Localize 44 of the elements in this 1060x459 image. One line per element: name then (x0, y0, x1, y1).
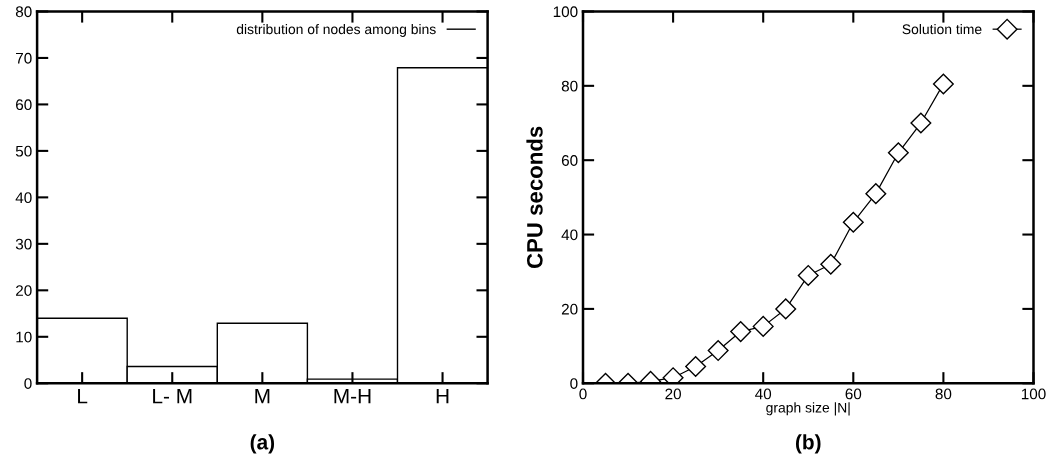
point (775, 298, 797, 320)
x-tick-label: M (255, 388, 270, 404)
point (820, 253, 842, 275)
legend-label: Solution time (902, 23, 982, 35)
y-axis-title: CPU seconds (526, 126, 543, 269)
y-tick-label: 0 (570, 378, 578, 389)
y-tick-label: 20 (561, 303, 578, 315)
y-tick-label: 100 (553, 6, 578, 18)
x-tick-label: L (78, 388, 88, 404)
y-tick-label: 60 (16, 99, 32, 111)
point (842, 211, 864, 233)
y-tick-label: 20 (16, 285, 32, 296)
x-tick-label: L- M (153, 388, 192, 404)
point (797, 264, 819, 286)
y-tick-label: 0 (24, 378, 32, 389)
point (730, 321, 752, 343)
x-tick-label: 80 (935, 388, 952, 400)
point (707, 340, 729, 362)
x-tick-label: H (436, 388, 449, 404)
point (685, 356, 707, 378)
x-tick-label: 100 (1021, 388, 1046, 400)
x-tick-label: 0 (579, 388, 587, 400)
y-tick-label: 60 (561, 155, 578, 166)
text: (b) (795, 434, 821, 454)
y-tick-label: 10 (16, 331, 32, 343)
x-tick-label: 40 (755, 388, 772, 400)
y-tick-label: 70 (16, 52, 32, 64)
point (932, 73, 954, 95)
point (752, 315, 774, 337)
y-tick-label: 80 (561, 80, 578, 92)
y-tick-label: 50 (15, 145, 32, 157)
y-tick-label: 30 (15, 238, 32, 250)
point (865, 183, 887, 205)
text: (a) (250, 434, 275, 454)
point (887, 142, 909, 164)
x-tick-label: M-H (334, 388, 371, 404)
point (910, 112, 932, 134)
y-tick-label: 40 (561, 229, 578, 241)
y-tick-label: 40 (15, 192, 32, 204)
x-axis-title: graph size |N| (766, 402, 850, 416)
x-tick-label: 20 (665, 388, 681, 400)
legend-label: distribution of nodes among bins (236, 23, 436, 37)
x-tick-label: 60 (845, 388, 862, 400)
y-tick-label: 80 (15, 6, 32, 18)
